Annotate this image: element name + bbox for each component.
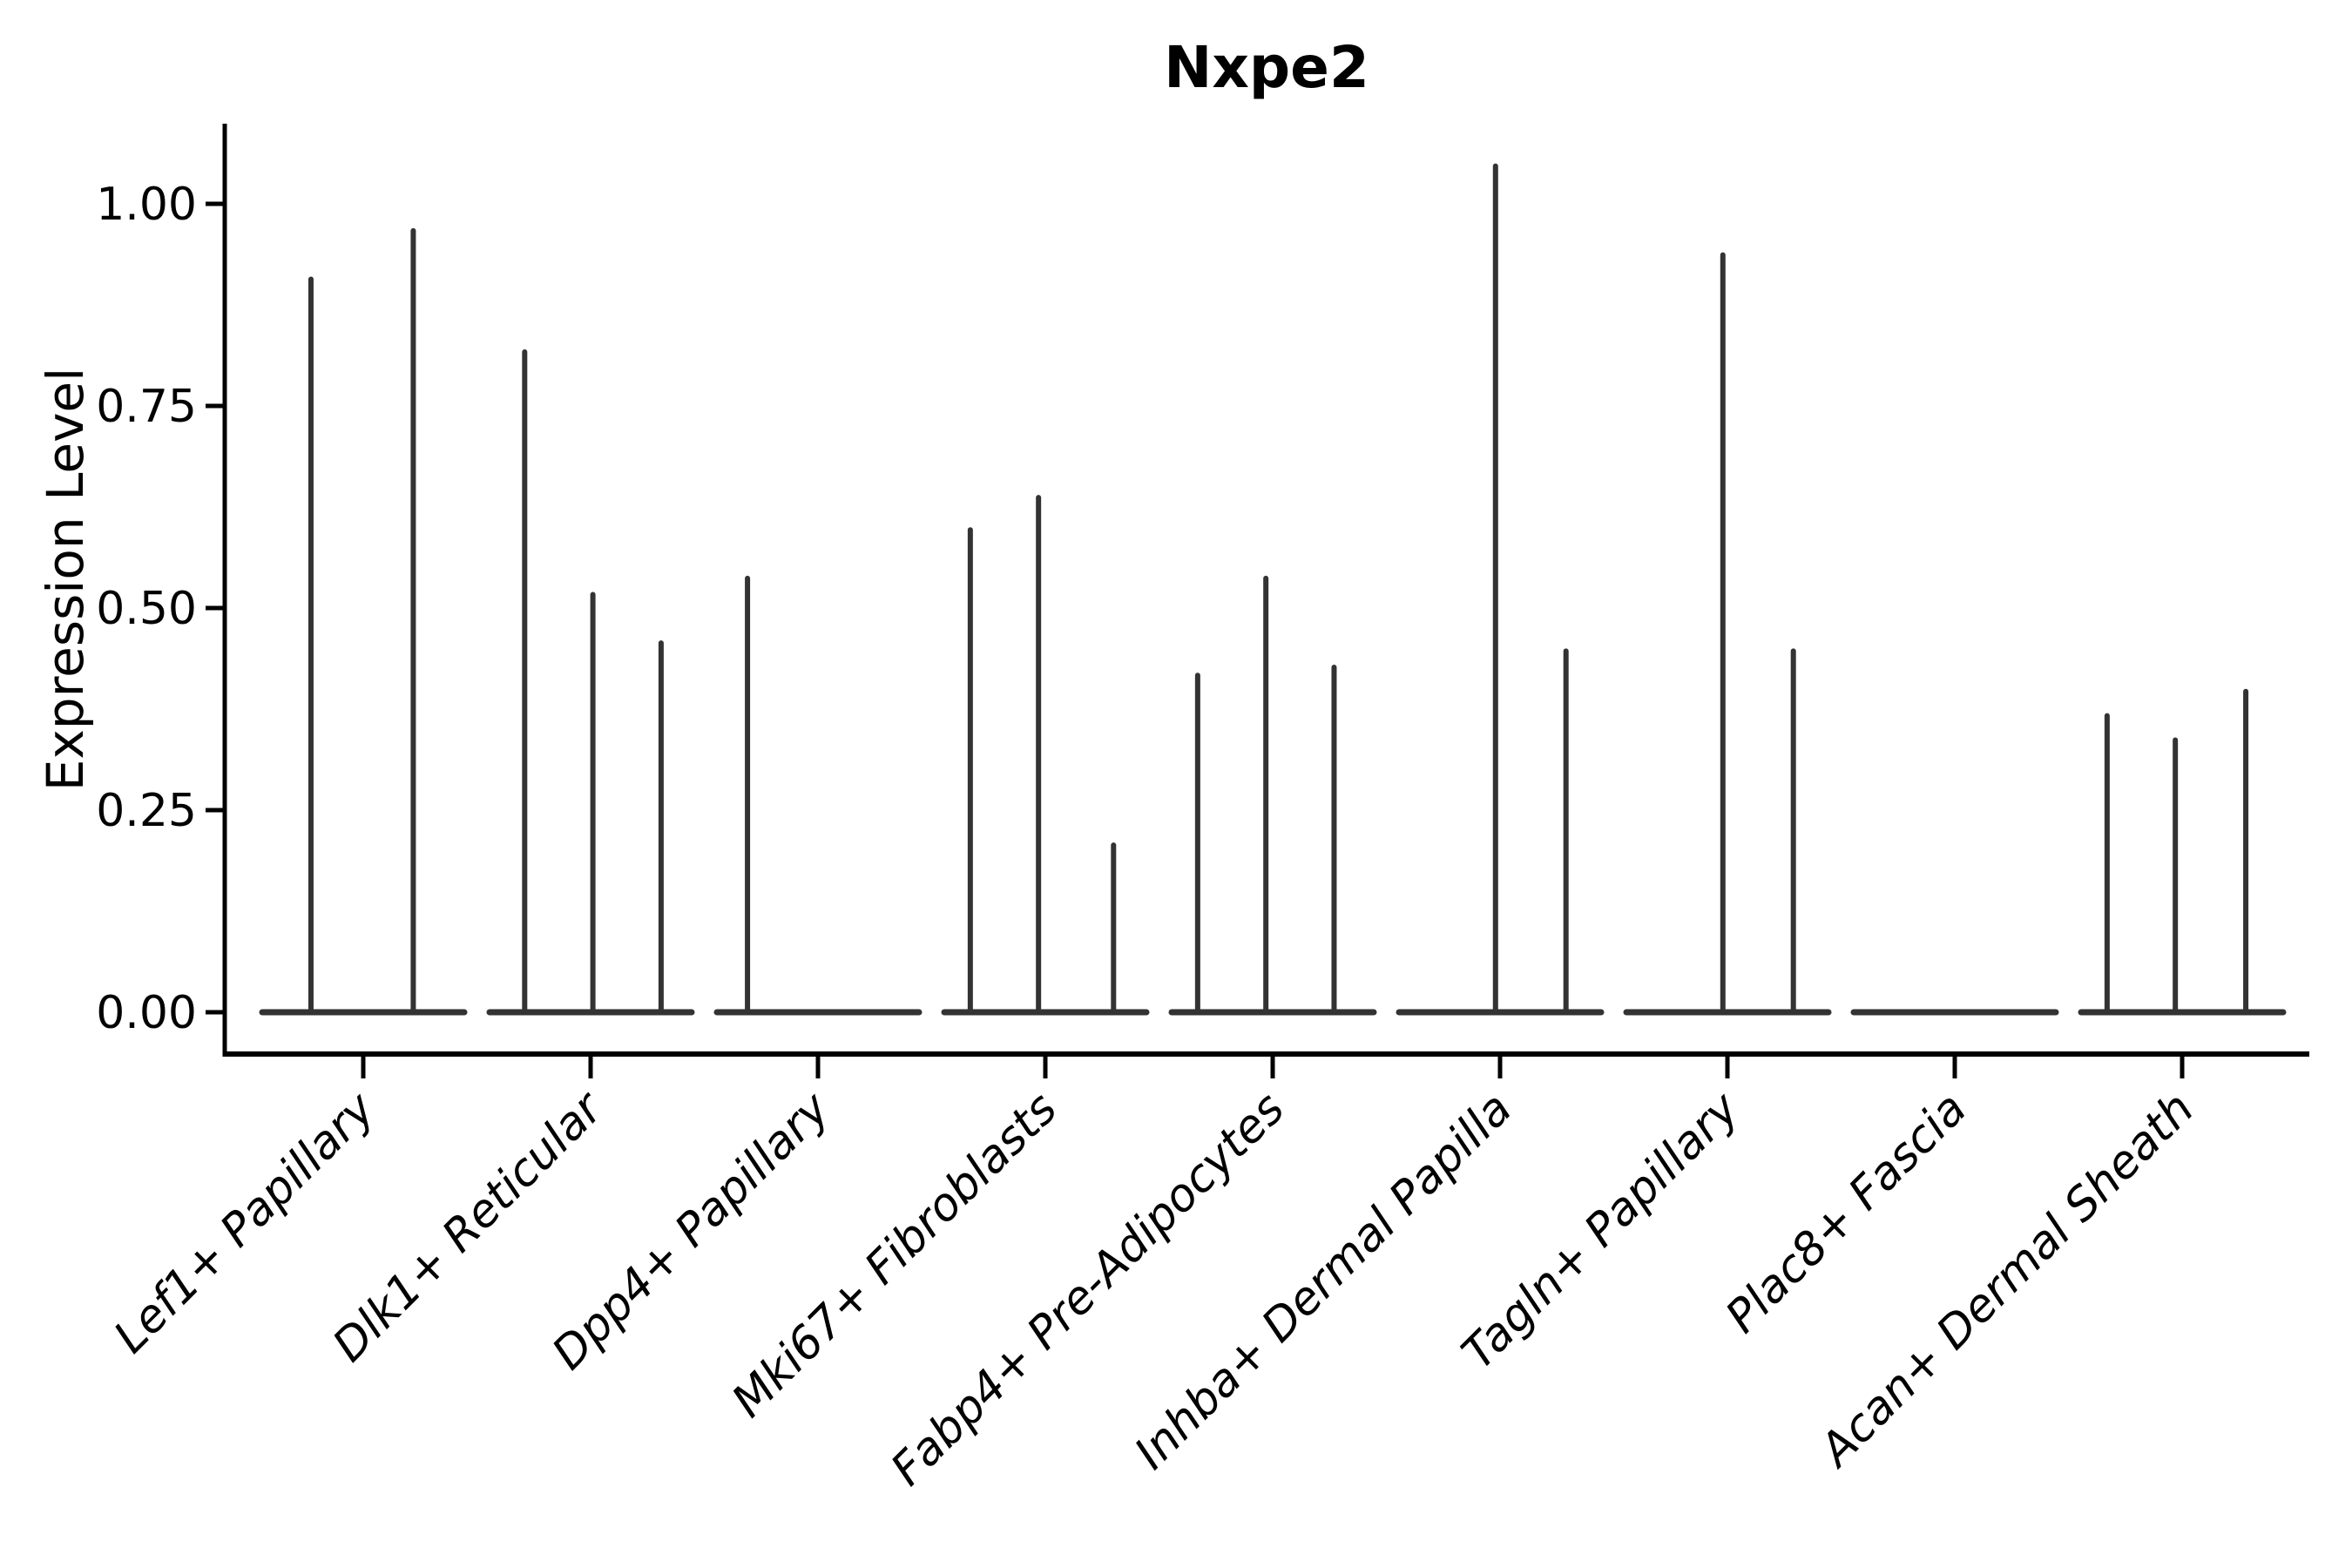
x-tick-label: Acan+ Dermal Sheath xyxy=(1808,1083,2204,1478)
violin xyxy=(941,495,1150,1016)
violin xyxy=(1623,252,1832,1016)
y-tick-label: 1.00 xyxy=(96,179,197,231)
x-tick-label: Fabp4+ Pre-Adipocytes xyxy=(882,1083,1295,1497)
violins xyxy=(259,163,2287,1016)
x-tick-label: Plac8+ Fascia xyxy=(1716,1083,1977,1343)
y-tick-label: 0.50 xyxy=(96,583,197,635)
violin xyxy=(1396,163,1605,1016)
violin xyxy=(713,575,923,1016)
plot-title: Nxpe2 xyxy=(1164,34,1369,101)
y-tick-label: 0.75 xyxy=(96,381,197,433)
y-axis-label: Expression Level xyxy=(36,368,95,791)
violin xyxy=(259,227,468,1016)
violin xyxy=(2078,688,2287,1016)
y-tick-label: 0.25 xyxy=(96,785,197,837)
violin xyxy=(1168,575,1377,1016)
y-tick-label: 0.00 xyxy=(96,987,197,1039)
x-tick-label: Inhba+ Dermal Papilla xyxy=(1125,1083,1522,1480)
violin xyxy=(486,349,695,1016)
